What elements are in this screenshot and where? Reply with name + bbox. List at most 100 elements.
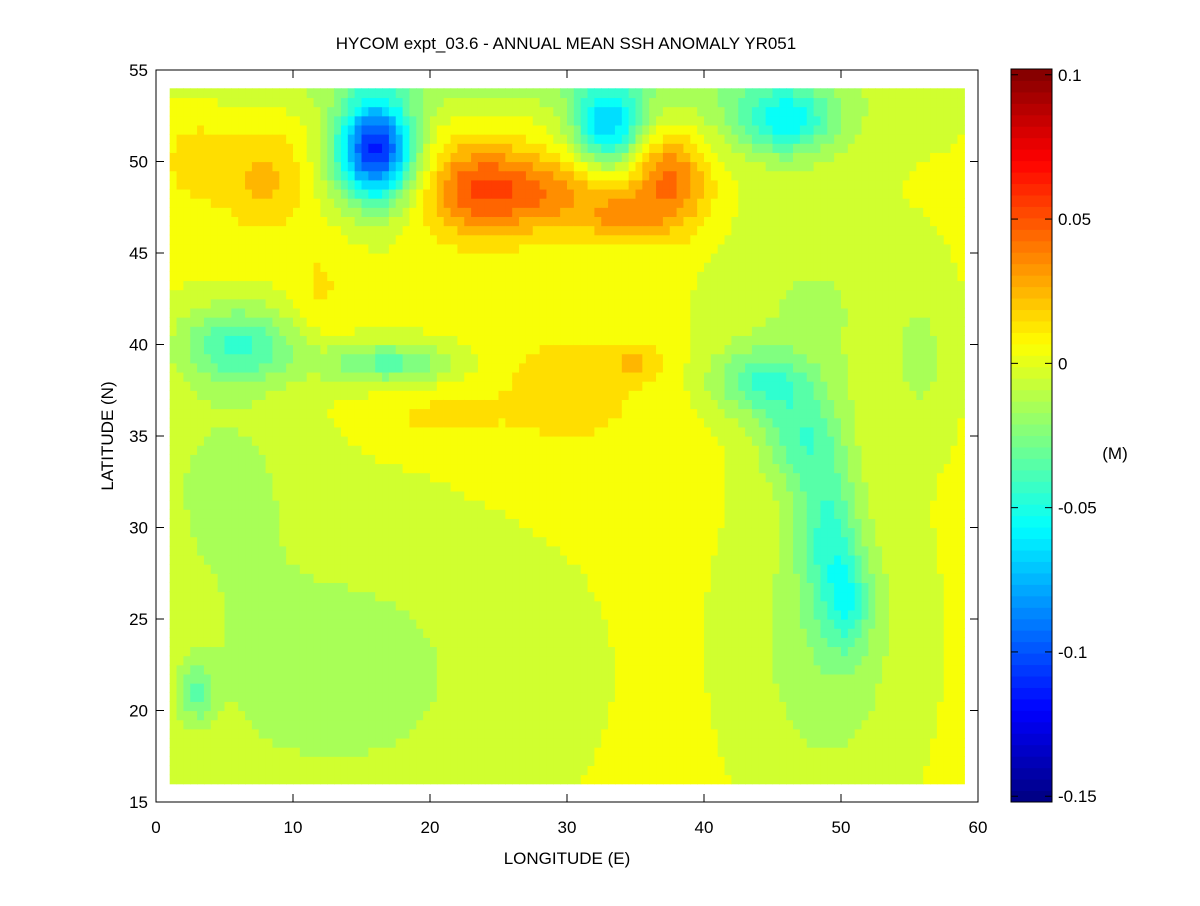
heatmap-cell <box>505 573 513 583</box>
heatmap-cell <box>224 362 232 373</box>
heatmap-cell <box>340 683 349 693</box>
heatmap-cell <box>505 408 513 419</box>
heatmap-cell <box>183 88 191 99</box>
heatmap-cell <box>587 243 595 254</box>
heatmap-cell <box>265 692 274 702</box>
heatmap-cell <box>587 710 595 721</box>
heatmap-cell <box>498 655 506 666</box>
heatmap-cell <box>238 637 246 648</box>
heatmap-cell <box>525 554 534 565</box>
heatmap-cell <box>368 390 376 400</box>
heatmap-cell <box>197 683 205 693</box>
heatmap-cell <box>402 225 411 236</box>
heatmap-cell <box>614 710 623 721</box>
heatmap-cell <box>525 619 534 629</box>
heatmap-cell <box>532 253 541 263</box>
heatmap-cell <box>416 362 424 373</box>
heatmap-cell <box>197 500 205 510</box>
heatmap-cell <box>183 234 191 245</box>
heatmap-cell <box>608 719 616 730</box>
heatmap-cell <box>498 152 506 163</box>
heatmap-cell <box>573 198 582 208</box>
heatmap-cell <box>231 683 239 693</box>
heatmap-cell <box>553 701 561 712</box>
heatmap-cell <box>402 353 411 364</box>
heatmap-cell <box>560 399 568 410</box>
heatmap-cell <box>183 554 191 565</box>
heatmap-cell <box>334 719 342 730</box>
heatmap-cell <box>409 673 417 684</box>
heatmap-cell <box>340 728 349 739</box>
heatmap-cell <box>560 536 568 547</box>
heatmap-cell <box>306 353 315 364</box>
heatmap-cell <box>347 582 356 593</box>
heatmap-cell <box>210 637 219 648</box>
heatmap-cell <box>546 298 554 309</box>
heatmap-cell <box>464 417 472 428</box>
heatmap-cell <box>430 353 438 364</box>
heatmap-cell <box>430 106 438 117</box>
heatmap-cell <box>197 161 205 172</box>
heatmap-cell <box>340 536 349 547</box>
heatmap-cell <box>306 490 315 501</box>
heatmap-cell <box>539 454 548 465</box>
heatmap-cell <box>279 600 287 611</box>
heatmap-cell <box>457 774 465 785</box>
heatmap-cell <box>464 307 472 318</box>
heatmap-cell <box>251 143 260 153</box>
heatmap-cell <box>279 207 287 217</box>
heatmap-cell <box>560 307 568 318</box>
heatmap-cell <box>491 124 500 135</box>
heatmap-cell <box>553 253 561 263</box>
heatmap-cell <box>224 216 232 227</box>
heatmap-cell <box>464 710 472 721</box>
heatmap-cell <box>608 692 616 702</box>
heatmap-cell <box>477 637 486 648</box>
heatmap-cell <box>334 353 342 364</box>
heatmap-cell <box>190 619 198 629</box>
heatmap-cell <box>423 390 431 400</box>
heatmap-cell <box>286 710 294 721</box>
heatmap-cell <box>306 289 315 300</box>
heatmap-cell <box>183 243 191 254</box>
heatmap-cell <box>245 454 253 465</box>
heatmap-cell <box>464 527 472 538</box>
heatmap-cell <box>258 289 267 300</box>
heatmap-cell <box>525 719 534 730</box>
heatmap-cell <box>245 298 253 309</box>
heatmap-cell <box>245 317 253 327</box>
heatmap-cell <box>183 253 191 263</box>
heatmap-cell <box>519 399 527 410</box>
heatmap-cell <box>320 426 328 437</box>
heatmap-cell <box>231 207 239 217</box>
heatmap-cell <box>238 161 246 172</box>
heatmap-cell <box>382 399 390 410</box>
heatmap-cell <box>169 545 178 556</box>
heatmap-cell <box>382 472 390 483</box>
heatmap-cell <box>224 335 232 346</box>
heatmap-cell <box>464 436 472 446</box>
heatmap-cell <box>382 298 390 309</box>
heatmap-cell <box>587 198 595 208</box>
heatmap-cell <box>567 234 575 245</box>
heatmap-cell <box>197 600 205 611</box>
heatmap-cell <box>375 97 383 108</box>
heatmap-cell <box>272 527 280 538</box>
heatmap-cell <box>560 545 568 556</box>
heatmap-cell <box>306 619 315 629</box>
heatmap-cell <box>203 179 212 190</box>
heatmap-cell <box>423 747 431 757</box>
heatmap-cell <box>169 88 178 99</box>
heatmap-cell <box>251 207 260 217</box>
heatmap-cell <box>245 152 253 163</box>
heatmap-cell <box>539 417 548 428</box>
heatmap-cell <box>279 554 287 565</box>
heatmap-cell <box>491 673 500 684</box>
heatmap-cell <box>471 719 479 730</box>
heatmap-cell <box>293 500 301 510</box>
heatmap-cell <box>279 710 287 721</box>
heatmap-cell <box>265 198 274 208</box>
heatmap-cell <box>334 637 342 648</box>
heatmap-cell <box>197 436 205 446</box>
